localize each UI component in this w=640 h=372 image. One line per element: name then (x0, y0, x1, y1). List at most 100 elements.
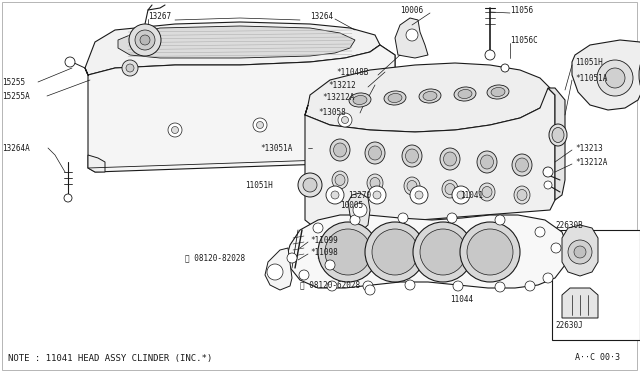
Ellipse shape (349, 93, 371, 107)
Text: 15255: 15255 (2, 77, 25, 87)
Text: 13264: 13264 (310, 12, 333, 20)
Circle shape (331, 191, 339, 199)
Polygon shape (548, 88, 565, 200)
Circle shape (129, 24, 161, 56)
Ellipse shape (407, 180, 417, 192)
Text: Ⓑ 08120-82028: Ⓑ 08120-82028 (185, 253, 245, 263)
Circle shape (501, 64, 509, 72)
Circle shape (140, 35, 150, 45)
Circle shape (325, 260, 335, 270)
Ellipse shape (404, 177, 420, 195)
Text: *13212: *13212 (328, 80, 356, 90)
Text: NOTE : 11041 HEAD ASSY CLINDER (INC.*): NOTE : 11041 HEAD ASSY CLINDER (INC.*) (8, 353, 212, 362)
Ellipse shape (481, 155, 493, 169)
Circle shape (350, 215, 360, 225)
Ellipse shape (454, 87, 476, 101)
Text: 11051H: 11051H (245, 180, 273, 189)
Circle shape (543, 167, 553, 177)
Text: 11051H: 11051H (575, 58, 603, 67)
Circle shape (338, 113, 352, 127)
Circle shape (544, 181, 552, 189)
Circle shape (313, 223, 323, 233)
Circle shape (267, 264, 283, 280)
Circle shape (135, 30, 155, 50)
Circle shape (326, 186, 344, 204)
Circle shape (299, 270, 309, 280)
Ellipse shape (477, 151, 497, 173)
Circle shape (410, 186, 428, 204)
Ellipse shape (335, 174, 345, 186)
Circle shape (467, 229, 513, 275)
Text: *13213: *13213 (575, 144, 603, 153)
Polygon shape (395, 18, 428, 58)
Polygon shape (88, 155, 105, 172)
Ellipse shape (458, 90, 472, 99)
Circle shape (398, 213, 408, 223)
Circle shape (368, 186, 386, 204)
Circle shape (568, 240, 592, 264)
Ellipse shape (330, 139, 350, 161)
Circle shape (122, 60, 138, 76)
Circle shape (605, 68, 625, 88)
Circle shape (525, 281, 535, 291)
Ellipse shape (445, 183, 455, 195)
Ellipse shape (482, 186, 492, 198)
Circle shape (495, 282, 505, 292)
Ellipse shape (517, 189, 527, 201)
Ellipse shape (487, 85, 509, 99)
Ellipse shape (419, 89, 441, 103)
Circle shape (457, 191, 465, 199)
Circle shape (405, 280, 415, 290)
Text: *11099: *11099 (310, 235, 338, 244)
Circle shape (574, 246, 586, 258)
Text: *13212A: *13212A (322, 93, 355, 102)
Circle shape (535, 227, 545, 237)
Text: 13270: 13270 (348, 190, 371, 199)
Circle shape (415, 191, 423, 199)
Text: 22630B: 22630B (555, 221, 583, 230)
Text: 15255A: 15255A (2, 92, 29, 100)
Circle shape (452, 186, 470, 204)
Circle shape (373, 191, 381, 199)
Circle shape (551, 243, 561, 253)
Polygon shape (562, 288, 598, 318)
Text: 11056: 11056 (510, 6, 533, 15)
Ellipse shape (406, 149, 419, 163)
Ellipse shape (549, 124, 567, 146)
Text: *11098: *11098 (310, 247, 338, 257)
Bar (552, 230, 640, 340)
Text: *13051A: *13051A (260, 144, 292, 153)
Circle shape (460, 222, 520, 282)
Ellipse shape (639, 55, 640, 95)
Ellipse shape (515, 158, 529, 172)
Text: 11056C: 11056C (510, 35, 538, 45)
Ellipse shape (514, 186, 530, 204)
Ellipse shape (333, 143, 346, 157)
Polygon shape (572, 40, 640, 110)
Text: 10005: 10005 (340, 201, 363, 209)
Ellipse shape (384, 91, 406, 105)
Circle shape (485, 50, 495, 60)
Polygon shape (562, 225, 598, 276)
Circle shape (168, 123, 182, 137)
Circle shape (413, 222, 473, 282)
Circle shape (65, 57, 75, 67)
Text: 13264A: 13264A (2, 144, 29, 153)
Text: *11048B: *11048B (336, 67, 369, 77)
Circle shape (406, 29, 418, 41)
Ellipse shape (369, 146, 381, 160)
Text: 10006: 10006 (400, 6, 423, 15)
Polygon shape (265, 248, 292, 290)
Polygon shape (85, 22, 380, 75)
Circle shape (318, 222, 378, 282)
Circle shape (365, 285, 375, 295)
Polygon shape (370, 45, 395, 162)
Polygon shape (305, 63, 550, 132)
Circle shape (365, 222, 425, 282)
Circle shape (298, 173, 322, 197)
Text: A··C 00·3: A··C 00·3 (575, 353, 620, 362)
Circle shape (495, 215, 505, 225)
Text: *13212A: *13212A (575, 157, 607, 167)
Ellipse shape (479, 183, 495, 201)
Ellipse shape (552, 128, 564, 142)
